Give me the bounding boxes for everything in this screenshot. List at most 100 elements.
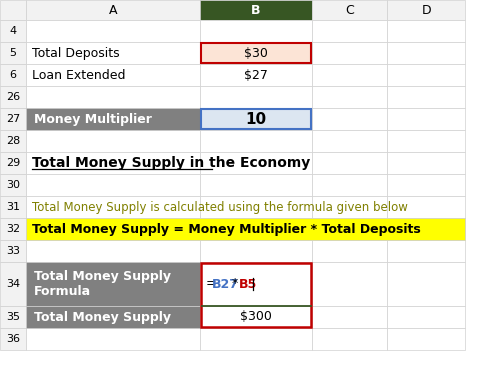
Bar (26, 108, 200, 130)
Bar (26, 108, 200, 130)
Bar (387, 174, 465, 196)
Bar (312, 20, 387, 42)
Text: A: A (109, 3, 117, 16)
Bar (0, 306, 26, 328)
Bar (387, 152, 465, 174)
Bar (312, 306, 387, 328)
Bar (387, 328, 465, 350)
Bar (200, 86, 312, 108)
Text: Formula: Formula (34, 285, 91, 298)
Bar (387, 108, 465, 130)
Bar (200, 42, 312, 64)
Bar (0, 152, 26, 174)
Bar (26, 262, 200, 306)
Text: 34: 34 (6, 279, 20, 289)
Bar (26, 20, 200, 42)
Bar (200, 328, 312, 350)
Bar (387, 218, 465, 240)
Bar (312, 262, 387, 306)
Text: Total Money Supply: Total Money Supply (34, 310, 171, 324)
Bar (312, 130, 387, 152)
Bar (26, 174, 200, 196)
Text: 4: 4 (9, 26, 17, 36)
Text: Total Deposits: Total Deposits (32, 46, 120, 59)
Bar (0, 218, 26, 240)
Bar (200, 240, 312, 262)
Text: *: * (232, 278, 238, 291)
Bar (201, 109, 311, 129)
Bar (312, 42, 387, 64)
Bar (26, 218, 200, 240)
Bar (26, 42, 200, 64)
Text: Total Money Supply is calculated using the formula given below: Total Money Supply is calculated using t… (32, 200, 408, 214)
Bar (26, 306, 200, 328)
Bar (26, 152, 200, 174)
Text: 33: 33 (6, 246, 20, 256)
Text: 32: 32 (6, 224, 20, 234)
Bar (200, 174, 312, 196)
Bar (312, 218, 387, 240)
Bar (0, 64, 26, 86)
Bar (0, 20, 26, 42)
Bar (200, 20, 312, 42)
Text: Money Multiplier: Money Multiplier (34, 113, 152, 126)
Text: $30: $30 (244, 46, 268, 59)
Text: 10: 10 (246, 111, 267, 126)
Bar (387, 42, 465, 64)
Bar (200, 152, 312, 174)
Bar (26, 130, 200, 152)
Bar (312, 0, 387, 20)
Bar (200, 64, 312, 86)
Bar (200, 108, 312, 130)
Bar (387, 0, 465, 20)
Text: B27: B27 (212, 278, 239, 291)
Bar (0, 174, 26, 196)
Text: Total Money Supply = Money Multiplier * Total Deposits: Total Money Supply = Money Multiplier * … (32, 223, 421, 236)
Bar (200, 130, 312, 152)
Text: 27: 27 (6, 114, 20, 124)
Bar (0, 130, 26, 152)
Text: 36: 36 (6, 334, 20, 344)
Bar (26, 240, 200, 262)
Bar (200, 262, 312, 306)
Bar (200, 196, 312, 218)
Bar (26, 64, 200, 86)
Bar (312, 196, 387, 218)
Text: Total Money Supply in the Economy: Total Money Supply in the Economy (32, 156, 310, 170)
Text: Loan Extended: Loan Extended (32, 68, 125, 82)
Text: 30: 30 (6, 180, 20, 190)
Bar (312, 240, 387, 262)
Bar (387, 20, 465, 42)
Text: B5: B5 (239, 278, 257, 291)
Bar (312, 64, 387, 86)
Bar (312, 86, 387, 108)
Bar (312, 174, 387, 196)
Text: 26: 26 (6, 92, 20, 102)
Bar (26, 262, 200, 306)
Bar (0, 240, 26, 262)
Bar (26, 0, 200, 20)
Bar (0, 196, 26, 218)
Bar (0, 42, 26, 64)
Text: 6: 6 (9, 70, 17, 80)
Text: D: D (422, 3, 431, 16)
Bar (312, 108, 387, 130)
Text: B: B (251, 3, 261, 16)
Bar (387, 262, 465, 306)
Bar (0, 328, 26, 350)
Bar (387, 306, 465, 328)
Text: Total Money Supply: Total Money Supply (34, 270, 171, 283)
Bar (26, 86, 200, 108)
Bar (387, 196, 465, 218)
Bar (312, 328, 387, 350)
Text: C: C (346, 3, 354, 16)
Bar (312, 152, 387, 174)
Bar (26, 218, 465, 240)
Text: 28: 28 (6, 136, 20, 146)
Bar (201, 263, 311, 327)
Bar (200, 306, 312, 328)
Bar (200, 262, 312, 306)
Bar (200, 218, 312, 240)
Bar (0, 0, 26, 20)
Bar (200, 0, 312, 20)
